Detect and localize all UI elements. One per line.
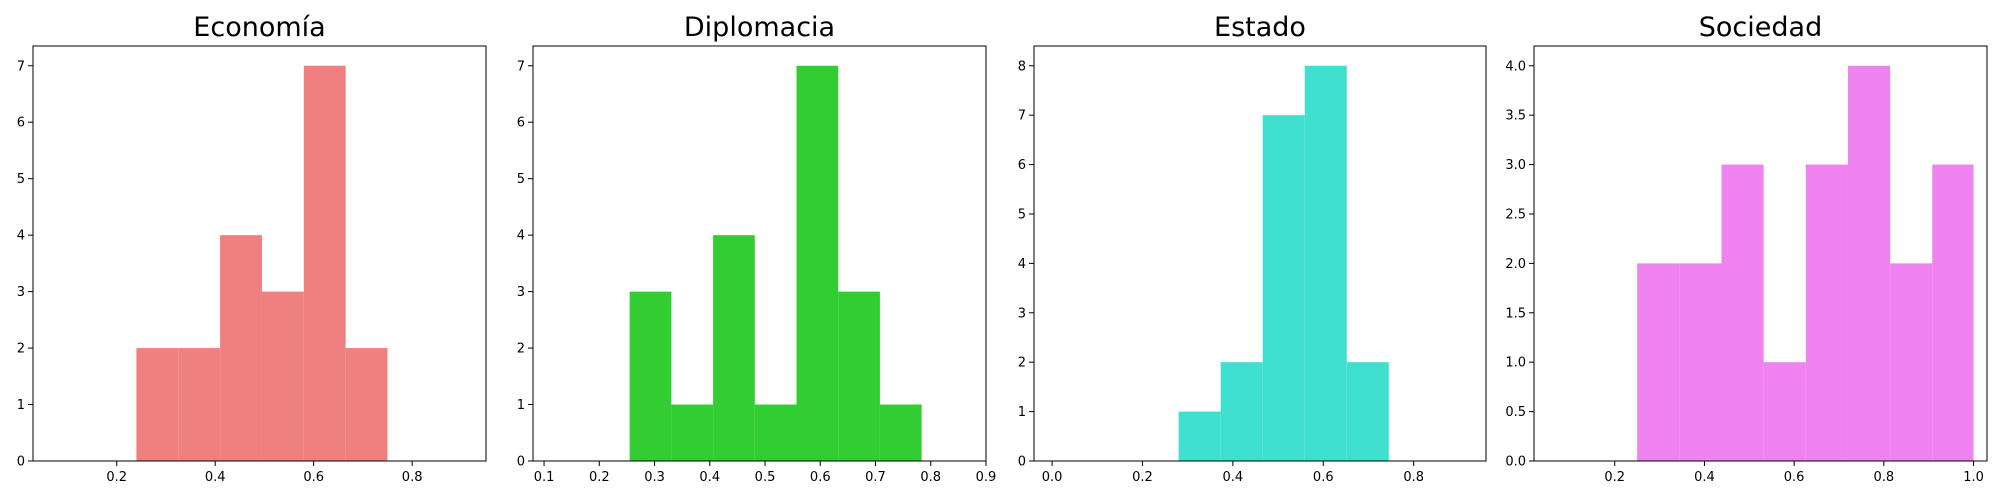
y-tick-label: 7 bbox=[1018, 109, 1026, 124]
y-tick-label: 4 bbox=[517, 229, 525, 244]
x-tick-label: 0.4 bbox=[1223, 470, 1244, 485]
histogram-bar bbox=[1932, 164, 1974, 462]
y-tick-label: 6 bbox=[517, 116, 525, 131]
histogram-bar bbox=[1847, 65, 1891, 461]
histogram-bar bbox=[1721, 164, 1764, 462]
y-tick-label: 3.5 bbox=[1505, 109, 1526, 124]
histogram-bar bbox=[629, 291, 672, 461]
y-tick-label: 3 bbox=[517, 285, 525, 300]
axes-frame bbox=[532, 45, 987, 462]
y-tick-label: 0.0 bbox=[1505, 455, 1526, 470]
y-tick-label: 7 bbox=[17, 59, 25, 74]
histogram-bar bbox=[178, 348, 221, 461]
panel-diplomacia: Diplomacia 0.1 0.2 0.3 0.4 0.5 0.6 0.7 0.8 0.9 0 1 2… bbox=[517, 12, 997, 485]
x-tick-label: 0.0 bbox=[1042, 470, 1063, 485]
histogram-bar bbox=[1763, 362, 1806, 461]
chart-title: Estado bbox=[1214, 12, 1306, 43]
histogram-bar bbox=[136, 348, 179, 461]
histogram-bar bbox=[345, 348, 388, 461]
x-tick-label: 0.6 bbox=[303, 470, 324, 485]
x-tick-label: 0.2 bbox=[106, 470, 127, 485]
y-tick-label: 3.0 bbox=[1505, 158, 1526, 173]
histogram-bar bbox=[1679, 263, 1722, 461]
y-tick-label: 2 bbox=[517, 342, 525, 357]
y-tick-label: 0 bbox=[517, 455, 525, 470]
histogram-bar bbox=[1220, 362, 1263, 461]
panel-economia: Economía 0.2 0.4 0.6 0.8 0 1 2 3 4 5 6 7 bbox=[17, 12, 487, 485]
y-tick-label: 0.5 bbox=[1505, 405, 1526, 420]
x-tick-label: 0.2 bbox=[589, 470, 610, 485]
y-tick-label: 5 bbox=[1018, 207, 1026, 222]
x-tick-label: 0.8 bbox=[402, 470, 423, 485]
x-tick-label: 1.0 bbox=[1963, 470, 1984, 485]
y-tick-label: 2 bbox=[17, 342, 25, 357]
axes-frame bbox=[1533, 45, 1988, 462]
y-tick-label: 1.0 bbox=[1505, 356, 1526, 371]
y-tick-label: 8 bbox=[1018, 59, 1026, 74]
histogram-bar bbox=[879, 404, 922, 461]
y-tick-label: 2.0 bbox=[1505, 257, 1526, 272]
y-tick-label: 0 bbox=[1018, 455, 1026, 470]
x-tick-label: 0.1 bbox=[534, 470, 555, 485]
histogram-bar bbox=[261, 291, 304, 461]
x-tick-label: 0.2 bbox=[1604, 470, 1625, 485]
histogram-bar bbox=[1890, 263, 1933, 461]
x-tick-label: 0.7 bbox=[865, 470, 886, 485]
panel-sociedad: Sociedad 0.2 0.4 0.6 0.8 1.0 0.0 0.5 1.0 1.5 2.0 2.… bbox=[1505, 12, 1988, 485]
y-tick-label: 5 bbox=[517, 172, 525, 187]
y-tick-label: 3 bbox=[1018, 306, 1026, 321]
x-tick-label: 0.8 bbox=[1873, 470, 1894, 485]
x-tick-label: 0.4 bbox=[699, 470, 720, 485]
y-tick-label: 1 bbox=[517, 398, 525, 413]
x-tick-label: 0.2 bbox=[1132, 470, 1153, 485]
x-tick-label: 0.6 bbox=[810, 470, 831, 485]
x-tick-label: 0.8 bbox=[1403, 470, 1424, 485]
chart-title: Economía bbox=[193, 12, 325, 43]
y-tick-label: 2 bbox=[1018, 356, 1026, 371]
y-tick-label: 5 bbox=[17, 172, 25, 187]
panel-estado: Estado 0.0 0.2 0.4 0.6 0.8 0 1 2 3 4 5 6 7 8 bbox=[1018, 12, 1487, 485]
y-tick-label: 2.5 bbox=[1505, 207, 1526, 222]
histogram-bar bbox=[713, 235, 755, 461]
histogram-bar bbox=[1262, 115, 1305, 462]
y-tick-label: 4 bbox=[1018, 257, 1026, 272]
histogram-bar bbox=[838, 291, 880, 461]
chart-title: Sociedad bbox=[1699, 12, 1822, 43]
x-tick-label: 0.5 bbox=[755, 470, 776, 485]
axes-frame bbox=[1033, 45, 1487, 462]
x-tick-label: 0.6 bbox=[1784, 470, 1805, 485]
y-tick-label: 1.5 bbox=[1505, 306, 1526, 321]
y-tick-label: 4 bbox=[17, 229, 25, 244]
x-tick-label: 0.4 bbox=[1694, 470, 1715, 485]
x-tick-label: 0.8 bbox=[920, 470, 941, 485]
x-tick-label: 0.3 bbox=[644, 470, 665, 485]
y-tick-label: 1 bbox=[17, 398, 25, 413]
y-tick-label: 4.0 bbox=[1505, 59, 1526, 74]
y-tick-label: 7 bbox=[517, 59, 525, 74]
y-tick-label: 0 bbox=[17, 455, 25, 470]
y-tick-label: 6 bbox=[1018, 158, 1026, 173]
histogram-bar bbox=[220, 235, 262, 461]
histogram-bar bbox=[1178, 411, 1221, 461]
x-tick-label: 0.9 bbox=[976, 470, 997, 485]
histogram-bar bbox=[754, 404, 797, 461]
histogram-bar bbox=[1805, 164, 1848, 462]
chart-title: Diplomacia bbox=[684, 12, 835, 43]
histogram-bar bbox=[303, 65, 346, 461]
histogram-bar bbox=[796, 65, 839, 461]
y-tick-label: 6 bbox=[17, 116, 25, 131]
histogram-bar bbox=[1346, 362, 1389, 461]
y-tick-label: 1 bbox=[1018, 405, 1026, 420]
histogram-bar bbox=[1304, 65, 1347, 461]
y-tick-label: 3 bbox=[17, 285, 25, 300]
x-tick-label: 0.4 bbox=[205, 470, 226, 485]
axes-frame bbox=[32, 45, 487, 462]
histogram-bar bbox=[671, 404, 714, 461]
x-tick-label: 0.6 bbox=[1313, 470, 1334, 485]
histogram-bar bbox=[1637, 263, 1680, 461]
